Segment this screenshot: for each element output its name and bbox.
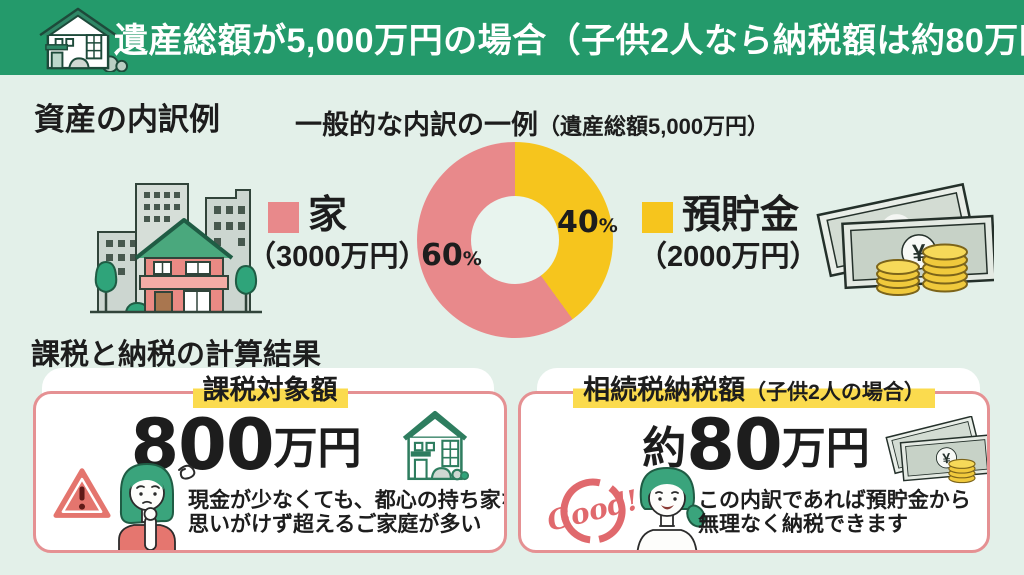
taxable-card: 800万円 xyxy=(33,391,507,553)
assets-section-heading: 資産の内訳例 xyxy=(34,102,220,137)
results-section-heading: 課税と納税の計算結果 xyxy=(31,339,322,371)
pie-label-house: 60% xyxy=(421,238,482,273)
tax-amount: 約80万円 xyxy=(561,410,951,480)
tax-card-note: この内訳であれば預貯金から 無理なく納税できます xyxy=(698,489,971,536)
chart-title-main: 一般的な内訳の一例 xyxy=(295,110,538,140)
taxable-note-line2: 思いがけず超えるご家庭が多い xyxy=(188,512,482,536)
tax-amount-unit: 万円 xyxy=(781,423,870,474)
tax-note-line2: 無理なく納税できます xyxy=(698,512,908,536)
taxable-amount-unit: 万円 xyxy=(273,423,362,474)
good-stamp: Good! xyxy=(544,478,642,544)
tax-card-title: 相続税納税額（子供2人の場合） xyxy=(518,374,990,408)
taxable-card-note: 現金が少なくても、都心の持ち家などで 思いがけず超えるご家庭が多い xyxy=(188,489,504,536)
pie-label-savings: 40% xyxy=(557,205,618,240)
legend-house-amount: （3000万円） xyxy=(247,241,428,273)
house-icon xyxy=(402,410,470,481)
svg-text:¥: ¥ xyxy=(942,451,951,468)
chart-title: 一般的な内訳の一例（遺産総額5,000万円） xyxy=(295,103,769,142)
legend-swatch-house xyxy=(268,202,299,233)
header-house-icon xyxy=(39,7,128,72)
legend-house-label: 家 xyxy=(308,194,348,237)
legend-savings-amount: （2000万円） xyxy=(638,241,819,273)
tax-card: 約80万円 ¥ Good! xyxy=(518,391,990,553)
money-illustration: ¥ xyxy=(816,182,994,296)
money-icon: ¥ xyxy=(885,416,987,484)
header-banner: 遺産総額が5,000万円の場合（子供2人なら納税額は約80万円） xyxy=(0,0,1024,75)
donut-chart: 60% 40% xyxy=(417,142,618,338)
city-house-illustration xyxy=(90,183,262,314)
legend-swatch-savings xyxy=(642,202,673,233)
smiling-woman-illustration xyxy=(636,466,706,550)
taxable-card-title: 課税対象額 xyxy=(33,374,507,408)
legend-savings-label: 預貯金 xyxy=(682,194,800,237)
warning-icon xyxy=(53,468,111,518)
chart-title-note: （遺産総額5,000万円） xyxy=(538,114,770,139)
taxable-note-line1: 現金が少なくても、都心の持ち家などで xyxy=(188,489,504,512)
donut-hole xyxy=(471,196,559,284)
tax-amount-number: 80 xyxy=(686,404,782,486)
tax-amount-prefix: 約 xyxy=(642,423,687,474)
tax-note-line1: この内訳であれば預貯金から xyxy=(698,489,971,512)
page-title: 遺産総額が5,000万円の場合（子供2人なら納税額は約80万円） xyxy=(114,22,1024,60)
worried-woman-illustration xyxy=(118,462,196,550)
